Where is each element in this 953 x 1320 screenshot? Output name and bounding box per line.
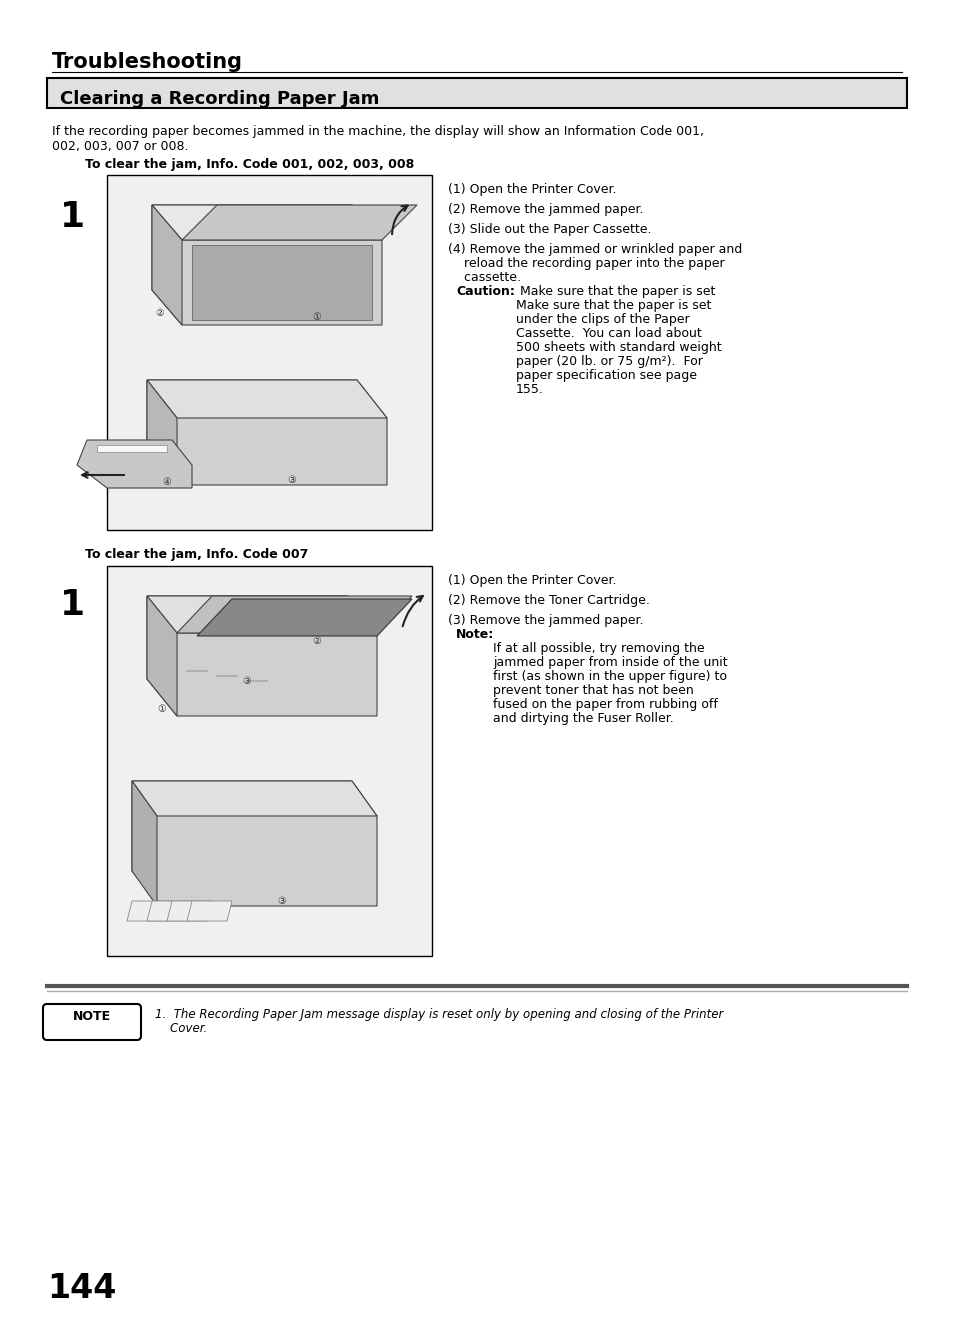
Text: If at all possible, try removing the: If at all possible, try removing the: [493, 642, 704, 655]
Text: ①: ①: [157, 704, 166, 714]
Text: ③: ③: [287, 475, 296, 484]
Text: Cassette.  You can load about: Cassette. You can load about: [516, 327, 701, 341]
Text: Note:: Note:: [456, 628, 494, 642]
Polygon shape: [152, 205, 381, 240]
Polygon shape: [132, 781, 376, 816]
Polygon shape: [127, 902, 172, 921]
Text: ②: ②: [155, 308, 164, 318]
Text: To clear the jam, Info. Code 007: To clear the jam, Info. Code 007: [85, 548, 308, 561]
Polygon shape: [132, 781, 157, 906]
Text: ②: ②: [313, 636, 321, 645]
Text: paper (20 lb. or 75 g/m²).  For: paper (20 lb. or 75 g/m²). For: [516, 355, 702, 368]
Text: reload the recording paper into the paper: reload the recording paper into the pape…: [448, 257, 724, 271]
Text: NOTE: NOTE: [72, 1010, 111, 1023]
Polygon shape: [152, 205, 182, 325]
Text: Clearing a Recording Paper Jam: Clearing a Recording Paper Jam: [60, 90, 379, 108]
Text: ③: ③: [242, 676, 251, 686]
Text: 500 sheets with standard weight: 500 sheets with standard weight: [516, 341, 720, 354]
Polygon shape: [77, 440, 192, 488]
Text: 155.: 155.: [516, 383, 543, 396]
Text: 144: 144: [47, 1272, 116, 1305]
Polygon shape: [147, 597, 177, 715]
Bar: [47, 78, 906, 108]
Text: (2) Remove the jammed paper.: (2) Remove the jammed paper.: [448, 203, 643, 216]
Text: Caution:: Caution:: [456, 285, 515, 298]
Polygon shape: [167, 902, 212, 921]
Text: (3) Slide out the Paper Cassette.: (3) Slide out the Paper Cassette.: [448, 223, 651, 236]
Text: Cover.: Cover.: [154, 1022, 207, 1035]
Polygon shape: [147, 380, 387, 418]
Text: (4) Remove the jammed or wrinkled paper and: (4) Remove the jammed or wrinkled paper …: [448, 243, 741, 256]
Text: 002, 003, 007 or 008.: 002, 003, 007 or 008.: [52, 140, 189, 153]
Bar: [107, 176, 432, 531]
Text: To clear the jam, Info. Code 001, 002, 003, 008: To clear the jam, Info. Code 001, 002, 0…: [85, 158, 414, 172]
Text: (1) Open the Printer Cover.: (1) Open the Printer Cover.: [448, 574, 616, 587]
Polygon shape: [182, 205, 416, 240]
Polygon shape: [147, 597, 376, 715]
Text: ①: ①: [313, 312, 321, 322]
Text: (2) Remove the Toner Cartridge.: (2) Remove the Toner Cartridge.: [448, 594, 649, 607]
Polygon shape: [196, 599, 412, 636]
Polygon shape: [152, 205, 381, 325]
Polygon shape: [97, 445, 167, 451]
Text: cassette.: cassette.: [448, 271, 520, 284]
Text: If the recording paper becomes jammed in the machine, the display will show an I: If the recording paper becomes jammed in…: [52, 125, 703, 139]
Polygon shape: [177, 597, 412, 634]
Text: 1: 1: [60, 201, 85, 234]
Bar: [107, 566, 432, 956]
Text: paper specification see page: paper specification see page: [516, 370, 697, 381]
Text: fused on the paper from rubbing off: fused on the paper from rubbing off: [493, 698, 717, 711]
Text: ③: ③: [277, 896, 286, 906]
Polygon shape: [147, 597, 376, 634]
Text: Make sure that the paper is set: Make sure that the paper is set: [516, 285, 715, 298]
Text: 1: 1: [60, 587, 85, 622]
Polygon shape: [192, 246, 372, 319]
FancyBboxPatch shape: [43, 1005, 141, 1040]
Text: prevent toner that has not been: prevent toner that has not been: [493, 684, 693, 697]
Polygon shape: [187, 902, 232, 921]
Text: jammed paper from inside of the unit: jammed paper from inside of the unit: [493, 656, 727, 669]
Polygon shape: [147, 902, 192, 921]
Polygon shape: [132, 781, 376, 906]
Text: and dirtying the Fuser Roller.: and dirtying the Fuser Roller.: [493, 711, 673, 725]
Text: first (as shown in the upper figure) to: first (as shown in the upper figure) to: [493, 671, 726, 682]
Text: (1) Open the Printer Cover.: (1) Open the Printer Cover.: [448, 183, 616, 195]
Text: ④: ④: [162, 477, 172, 487]
Text: (3) Remove the jammed paper.: (3) Remove the jammed paper.: [448, 614, 643, 627]
Text: Troubleshooting: Troubleshooting: [52, 51, 243, 73]
Text: under the clips of the Paper: under the clips of the Paper: [516, 313, 689, 326]
Text: 1.  The Recording Paper Jam message display is reset only by opening and closing: 1. The Recording Paper Jam message displ…: [154, 1008, 722, 1020]
Polygon shape: [147, 380, 387, 484]
Text: Make sure that the paper is set: Make sure that the paper is set: [516, 300, 711, 312]
Polygon shape: [147, 380, 177, 484]
